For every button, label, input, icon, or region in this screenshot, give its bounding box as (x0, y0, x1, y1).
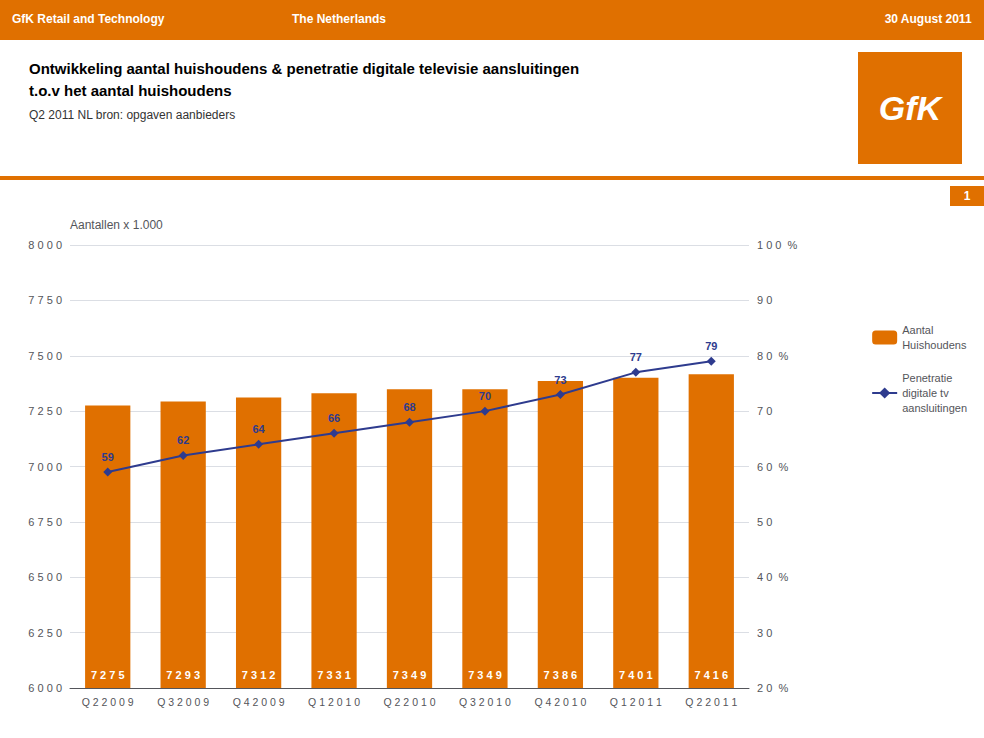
svg-text:Huishoudens: Huishoudens (902, 339, 967, 351)
svg-text:GfK: GfK (879, 89, 944, 127)
svg-text:The Netherlands: The Netherlands (292, 12, 386, 26)
svg-text:7 0: 7 0 (757, 405, 772, 417)
svg-text:6 0 %: 6 0 % (757, 461, 788, 473)
svg-text:Q 4 2 0 1 0: Q 4 2 0 1 0 (534, 696, 586, 708)
svg-text:7 3 4 9: 7 3 4 9 (393, 669, 427, 681)
svg-text:2 0 %: 2 0 % (757, 682, 788, 694)
svg-text:77: 77 (630, 351, 642, 363)
svg-text:9 0: 9 0 (757, 294, 772, 306)
svg-text:5 0: 5 0 (757, 516, 772, 528)
svg-text:Q 2 2 0 1 0: Q 2 2 0 1 0 (384, 696, 436, 708)
svg-text:digitale tv: digitale tv (902, 387, 949, 399)
svg-text:Q 1 2 0 1 1: Q 1 2 0 1 1 (610, 696, 662, 708)
svg-text:7 3 1 2: 7 3 1 2 (242, 669, 276, 681)
svg-text:7 2 9 3: 7 2 9 3 (166, 669, 200, 681)
svg-text:7 3 4 9: 7 3 4 9 (468, 669, 502, 681)
svg-text:6 2 5 0: 6 2 5 0 (28, 627, 62, 639)
svg-text:Aantallen x 1.000: Aantallen x 1.000 (70, 218, 163, 232)
svg-text:Q 4 2 0 0 9: Q 4 2 0 0 9 (233, 696, 285, 708)
svg-text:7 4 0 1: 7 4 0 1 (619, 669, 653, 681)
svg-text:Q 1 2 0 1 0: Q 1 2 0 1 0 (308, 696, 360, 708)
svg-text:GfK Retail and Technology: GfK Retail and Technology (12, 12, 165, 26)
svg-text:6 7 5 0: 6 7 5 0 (28, 516, 62, 528)
svg-text:1 0 0 %: 1 0 0 % (757, 239, 798, 251)
svg-text:66: 66 (328, 412, 340, 424)
svg-text:7 4 1 6: 7 4 1 6 (694, 669, 728, 681)
svg-text:Ontwikkeling aantal huishouden: Ontwikkeling aantal huishoudens & penetr… (29, 60, 579, 77)
svg-text:7 2 7 5: 7 2 7 5 (91, 669, 125, 681)
svg-text:8 0 %: 8 0 % (757, 350, 788, 362)
svg-text:8 0 0 0: 8 0 0 0 (28, 239, 62, 251)
svg-text:Q 2 2 0 0 9: Q 2 2 0 0 9 (82, 696, 134, 708)
svg-text:7 7 5 0: 7 7 5 0 (28, 294, 62, 306)
svg-text:73: 73 (554, 374, 566, 386)
svg-text:t.o.v het aantal huishoudens: t.o.v het aantal huishoudens (29, 82, 232, 99)
svg-text:aansluitingen: aansluitingen (902, 402, 967, 414)
svg-text:7 3 3 1: 7 3 3 1 (317, 669, 351, 681)
svg-text:6 0 0 0: 6 0 0 0 (28, 682, 62, 694)
svg-text:62: 62 (177, 434, 189, 446)
svg-text:Aantal: Aantal (902, 324, 933, 336)
svg-text:4 0 %: 4 0 % (757, 571, 788, 583)
svg-text:30 August 2011: 30 August 2011 (885, 12, 972, 26)
svg-text:79: 79 (705, 340, 717, 352)
svg-text:68: 68 (403, 401, 415, 413)
svg-text:Q 3 2 0 1 0: Q 3 2 0 1 0 (459, 696, 511, 708)
svg-text:7 3 8 6: 7 3 8 6 (544, 669, 578, 681)
svg-text:Q2 2011 NL bron: opgaven aanbi: Q2 2011 NL bron: opgaven aanbieders (29, 108, 235, 122)
svg-text:59: 59 (102, 451, 114, 463)
svg-text:70: 70 (479, 390, 491, 402)
svg-text:7 0 0 0: 7 0 0 0 (28, 461, 62, 473)
svg-text:7 5 0 0: 7 5 0 0 (28, 350, 62, 362)
svg-text:1: 1 (964, 189, 971, 203)
svg-text:Penetratie: Penetratie (902, 372, 952, 384)
svg-text:Q 2 2 0 1 1: Q 2 2 0 1 1 (685, 696, 737, 708)
svg-text:6 5 0 0: 6 5 0 0 (28, 571, 62, 583)
svg-text:Q 3 2 0 0 9: Q 3 2 0 0 9 (157, 696, 209, 708)
svg-text:64: 64 (252, 423, 265, 435)
svg-text:3 0: 3 0 (757, 627, 772, 639)
svg-text:7 2 5 0: 7 2 5 0 (28, 405, 62, 417)
